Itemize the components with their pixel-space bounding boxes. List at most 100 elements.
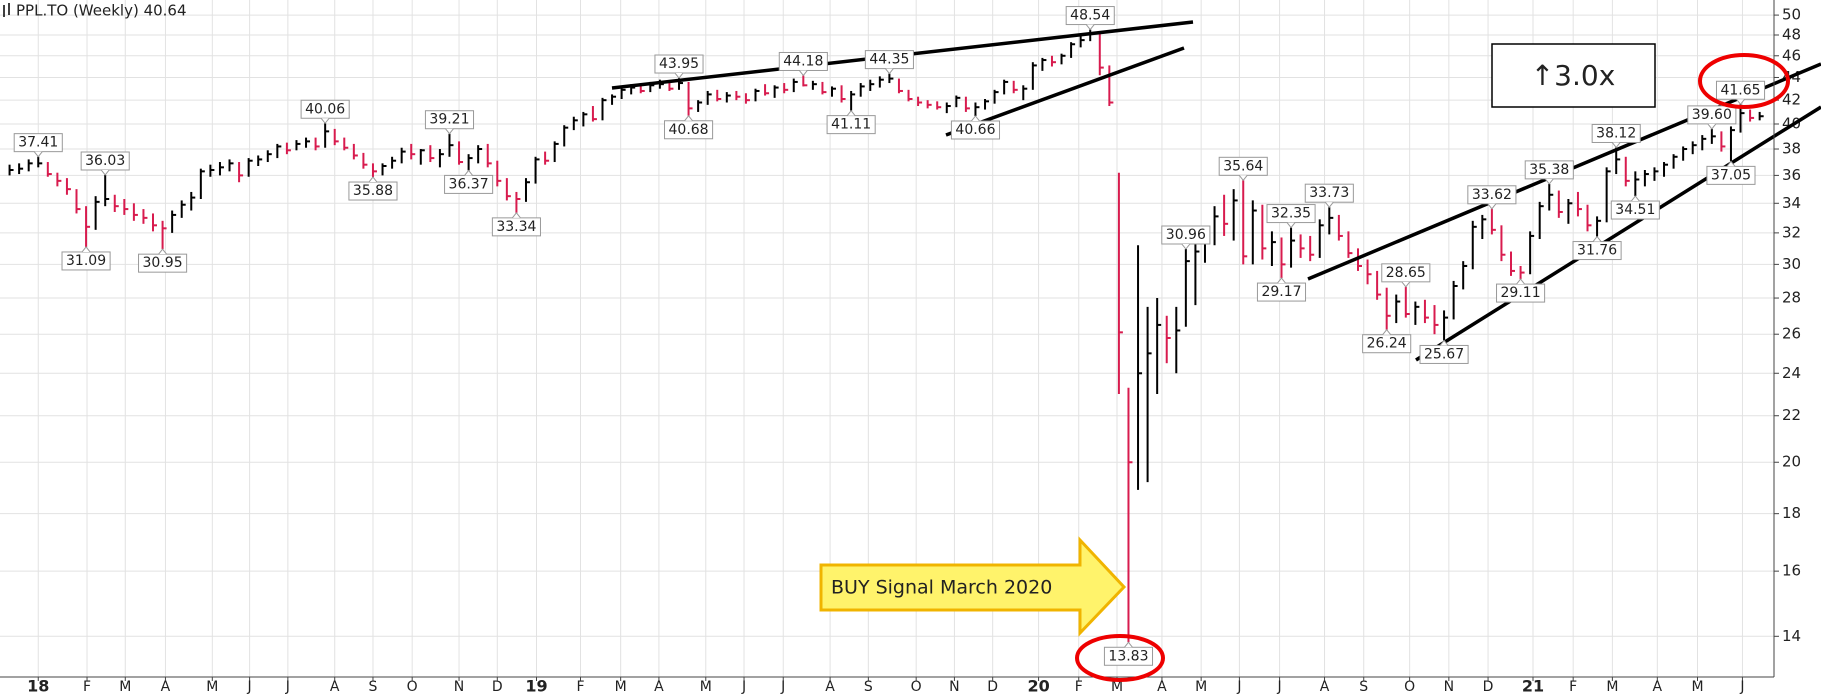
note-box (1491, 43, 1656, 108)
price-label: 13.83 (1103, 641, 1154, 666)
price-label: 32.35 (1266, 204, 1316, 229)
x-tick-label: D (492, 679, 503, 695)
price-label-text: 29.11 (1501, 285, 1541, 301)
price-label-text: 39.60 (1692, 107, 1732, 123)
price-label-pointer (158, 248, 167, 255)
price-label-pointer (1286, 222, 1296, 229)
price-label-pointer (1382, 328, 1392, 336)
price-label-text: 33.62 (1472, 187, 1512, 203)
x-tick-label: J (741, 679, 746, 695)
price-label-pointer (1544, 178, 1554, 185)
price-label: 28.65 (1381, 263, 1431, 288)
x-tick-label: 19 (525, 677, 547, 696)
x-tick-label: J (285, 679, 290, 695)
price-label-text: 29.17 (1261, 284, 1301, 300)
price-label-pointer (445, 128, 454, 135)
y-tick-label: 30 (1782, 255, 1801, 273)
price-label-text: 40.06 (305, 101, 345, 117)
price-label-text: 40.68 (669, 122, 709, 138)
price-label-pointer (1707, 123, 1717, 130)
x-tick-label: 21 (1522, 677, 1544, 696)
price-label: 29.11 (1496, 278, 1546, 303)
price-label-text: 33.73 (1309, 185, 1349, 201)
price-label-pointer (684, 114, 693, 122)
price-label-pointer (1736, 98, 1745, 106)
price-label-pointer (320, 117, 330, 125)
price-label-text: 44.18 (783, 53, 823, 69)
price-label: 40.06 (300, 99, 350, 125)
price-label-text: 31.76 (1577, 243, 1617, 259)
x-tick-label: F (1075, 679, 1083, 695)
bars (8, 29, 1764, 643)
price-label-text: 28.65 (1386, 265, 1426, 281)
price-label-text: 33.34 (496, 219, 536, 235)
x-tick-label: A (161, 679, 171, 695)
price-label: 35.88 (348, 176, 398, 201)
price-label-pointer (1238, 174, 1248, 182)
y-tick-label: 24 (1782, 364, 1801, 382)
price-label-pointer (1516, 278, 1525, 285)
x-tick-label: D (987, 679, 998, 695)
price-label: 44.18 (778, 51, 828, 77)
price-label: 40.66 (950, 115, 1001, 140)
y-tick-label: 42 (1782, 91, 1801, 109)
price-label-pointer (971, 115, 980, 122)
y-tick-label: 14 (1782, 627, 1801, 645)
highlight-circle (1075, 634, 1165, 682)
y-tick-label: 20 (1782, 453, 1801, 471)
price-label: 31.09 (61, 246, 111, 271)
price-label-text: 25.67 (1424, 346, 1464, 362)
price-label-pointer (512, 212, 521, 219)
price-label-text: 43.95 (659, 56, 699, 72)
price-label-pointer (846, 109, 856, 116)
price-label: 41.11 (826, 109, 876, 135)
x-tick-label: F (83, 679, 91, 695)
price-label: 38.12 (1591, 123, 1641, 149)
signal-arrow (819, 536, 1127, 637)
chart-title: PPL.TO (Weekly) 40.64 (16, 2, 187, 20)
x-tick-label: S (369, 679, 378, 695)
x-tick-label: S (1359, 679, 1368, 695)
title-icon (3, 3, 10, 17)
price-label-pointer (1487, 203, 1497, 210)
price-label: 26.24 (1362, 328, 1412, 354)
price-label-pointer (464, 169, 473, 176)
price-label-text: 44.35 (869, 52, 909, 68)
y-tick-label: 46 (1782, 46, 1801, 64)
y-tick-label: 38 (1782, 140, 1801, 158)
price-label: 40.68 (664, 114, 714, 140)
price-label-text: 35.38 (1529, 162, 1569, 178)
price-label-text: 35.88 (353, 183, 393, 199)
x-tick-label: N (454, 679, 464, 695)
price-label: 36.03 (80, 151, 130, 176)
y-tick-label: 18 (1782, 504, 1801, 522)
x-tick-label: M (1195, 679, 1207, 695)
x-tick-label: A (825, 679, 835, 695)
price-label-text: 30.96 (1166, 227, 1206, 243)
x-tick-label: S (864, 679, 873, 695)
y-tick-label: 48 (1782, 26, 1801, 44)
x-tick-label: M (119, 679, 131, 695)
annotations: 37.41 31.09 36.03 30.95 40.06 35.88 39.21 36.37… (13, 6, 1766, 666)
price-label: 30.95 (138, 248, 188, 273)
price-label-text: 36.37 (449, 176, 489, 192)
price-label-text: 41.65 (1720, 82, 1760, 98)
y-tick-label: 34 (1782, 194, 1801, 212)
x-tick-label: 20 (1027, 677, 1049, 696)
price-label-pointer (33, 151, 43, 158)
price-label: 37.05 (1706, 160, 1756, 185)
x-tick-label: J (780, 679, 785, 695)
price-label-text: 13.83 (1108, 648, 1148, 664)
x-tick-label: A (1653, 679, 1663, 695)
price-label-pointer (1439, 339, 1449, 346)
x-tick-label: J (247, 679, 252, 695)
price-label-pointer (368, 176, 378, 183)
x-tick-label: F (1569, 679, 1577, 695)
x-tick-label: M (700, 679, 712, 695)
price-label-text: 26.24 (1367, 336, 1407, 352)
x-tick-label: A (1320, 679, 1330, 695)
x-tick-label: J (1739, 679, 1744, 695)
x-tick-label: 18 (27, 677, 49, 696)
y-tick-label: 22 (1782, 406, 1801, 424)
